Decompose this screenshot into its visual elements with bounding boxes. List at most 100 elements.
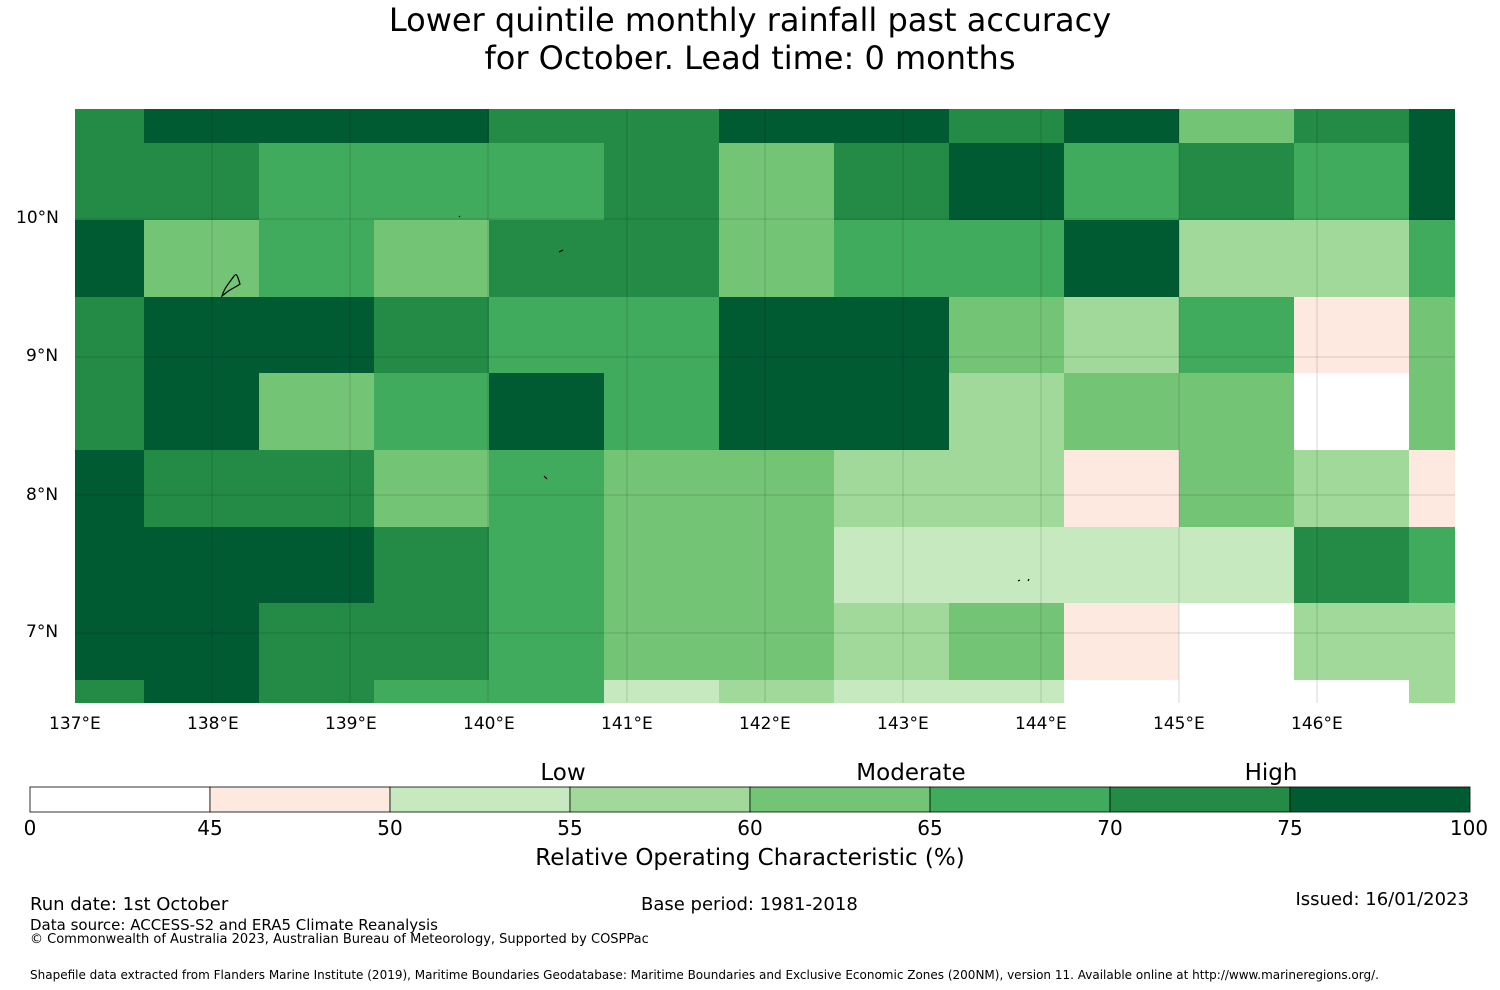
map-cell <box>75 143 144 220</box>
map-cell <box>489 450 604 527</box>
map-cell <box>604 143 719 220</box>
map-cell <box>1294 603 1409 680</box>
map-cell <box>144 109 259 143</box>
map-cell <box>144 450 259 527</box>
lon-label: 137°E <box>49 714 101 734</box>
colorbar-tick: 45 <box>197 816 223 840</box>
map-cell <box>489 220 604 297</box>
shapefile-credit: Shapefile data extracted from Flanders M… <box>30 968 1379 982</box>
map-cell <box>604 297 719 373</box>
map-cell <box>1294 143 1409 220</box>
colorbar-tick: 60 <box>737 816 763 840</box>
lat-label: 8°N <box>26 485 59 505</box>
lon-label: 141°E <box>601 714 653 734</box>
map-cell <box>259 109 374 143</box>
map-cell <box>259 297 374 373</box>
lat-label: 9°N <box>26 346 59 366</box>
map-cell <box>259 143 374 220</box>
map-cell <box>1179 143 1294 220</box>
map-cell <box>1179 297 1294 373</box>
map-cell <box>75 109 144 143</box>
map-cell <box>489 297 604 373</box>
map-cell <box>489 373 604 450</box>
map-cell <box>604 220 719 297</box>
lon-label: 144°E <box>1015 714 1067 734</box>
map-cell <box>489 109 604 143</box>
map-cell <box>1409 220 1455 297</box>
map-cell <box>604 680 719 703</box>
map-cell <box>1294 109 1409 143</box>
lon-label: 143°E <box>877 714 929 734</box>
lon-label: 142°E <box>739 714 791 734</box>
island-outline <box>220 274 241 298</box>
island-outline <box>1017 578 1030 582</box>
map-cell <box>834 297 949 373</box>
map-cell <box>719 603 834 680</box>
map-cell <box>259 603 374 680</box>
map-cell <box>1294 450 1409 527</box>
map-cell <box>834 450 949 527</box>
island-outline <box>458 215 461 218</box>
map-cell <box>719 527 834 603</box>
colorbar-segment <box>29 786 211 813</box>
map-cell <box>949 527 1064 603</box>
map-cell <box>374 373 489 450</box>
category-moderate: Moderate <box>856 760 966 786</box>
map-cell <box>1064 143 1179 220</box>
map-title-line-2: for October. Lead time: 0 months <box>484 39 1016 77</box>
map-cell <box>489 680 604 703</box>
map-cell <box>1294 527 1409 603</box>
map-cell <box>259 450 374 527</box>
map-cell <box>1294 297 1409 373</box>
map-cell <box>1179 680 1294 703</box>
map-title-line-1: Lower quintile monthly rainfall past acc… <box>388 1 1112 39</box>
map-cell <box>719 143 834 220</box>
map-cell <box>949 143 1064 220</box>
colorbar-tick: 65 <box>917 816 943 840</box>
colorbar-tick: 55 <box>557 816 583 840</box>
map-cell <box>1409 143 1455 220</box>
lon-label: 140°E <box>463 714 515 734</box>
map-cell <box>949 450 1064 527</box>
map-cell <box>949 603 1064 680</box>
colorbar-tick: 0 <box>23 816 37 840</box>
colorbar-tick: 75 <box>1277 816 1303 840</box>
map-cell <box>374 220 489 297</box>
map-cell <box>1409 297 1455 373</box>
map-cell <box>1409 527 1455 603</box>
map-cell <box>144 297 259 373</box>
lon-label: 146°E <box>1291 714 1343 734</box>
map-cell <box>75 450 144 527</box>
map-cell <box>75 220 144 297</box>
map-cell <box>75 373 144 450</box>
colorbar-segment <box>749 786 931 813</box>
map-cell <box>1179 450 1294 527</box>
colorbar-segment <box>929 786 1111 813</box>
map-cell <box>949 109 1064 143</box>
map-cell <box>1064 220 1179 297</box>
map-cell <box>834 109 949 143</box>
map-cell <box>949 680 1064 703</box>
map-cell <box>949 373 1064 450</box>
map-cell <box>144 680 259 703</box>
map-cell <box>719 450 834 527</box>
map-cell <box>1064 680 1179 703</box>
map-cell <box>144 527 259 603</box>
lon-label: 138°E <box>187 714 239 734</box>
issued-date: Issued: 16/01/2023 <box>1295 889 1469 910</box>
colorbar-segment <box>1109 786 1291 813</box>
map-cell <box>75 680 144 703</box>
map-cell <box>1064 297 1179 373</box>
map-cell <box>719 297 834 373</box>
island-outline <box>558 249 564 253</box>
map-cell <box>144 143 259 220</box>
base-period: Base period: 1981-2018 <box>641 894 858 915</box>
category-low: Low <box>540 760 586 786</box>
map-cell <box>489 603 604 680</box>
island-outline <box>543 475 548 480</box>
map-cell <box>1294 220 1409 297</box>
map-cell <box>1064 450 1179 527</box>
colorbar-segment <box>569 786 751 813</box>
colorbar <box>29 786 1471 813</box>
